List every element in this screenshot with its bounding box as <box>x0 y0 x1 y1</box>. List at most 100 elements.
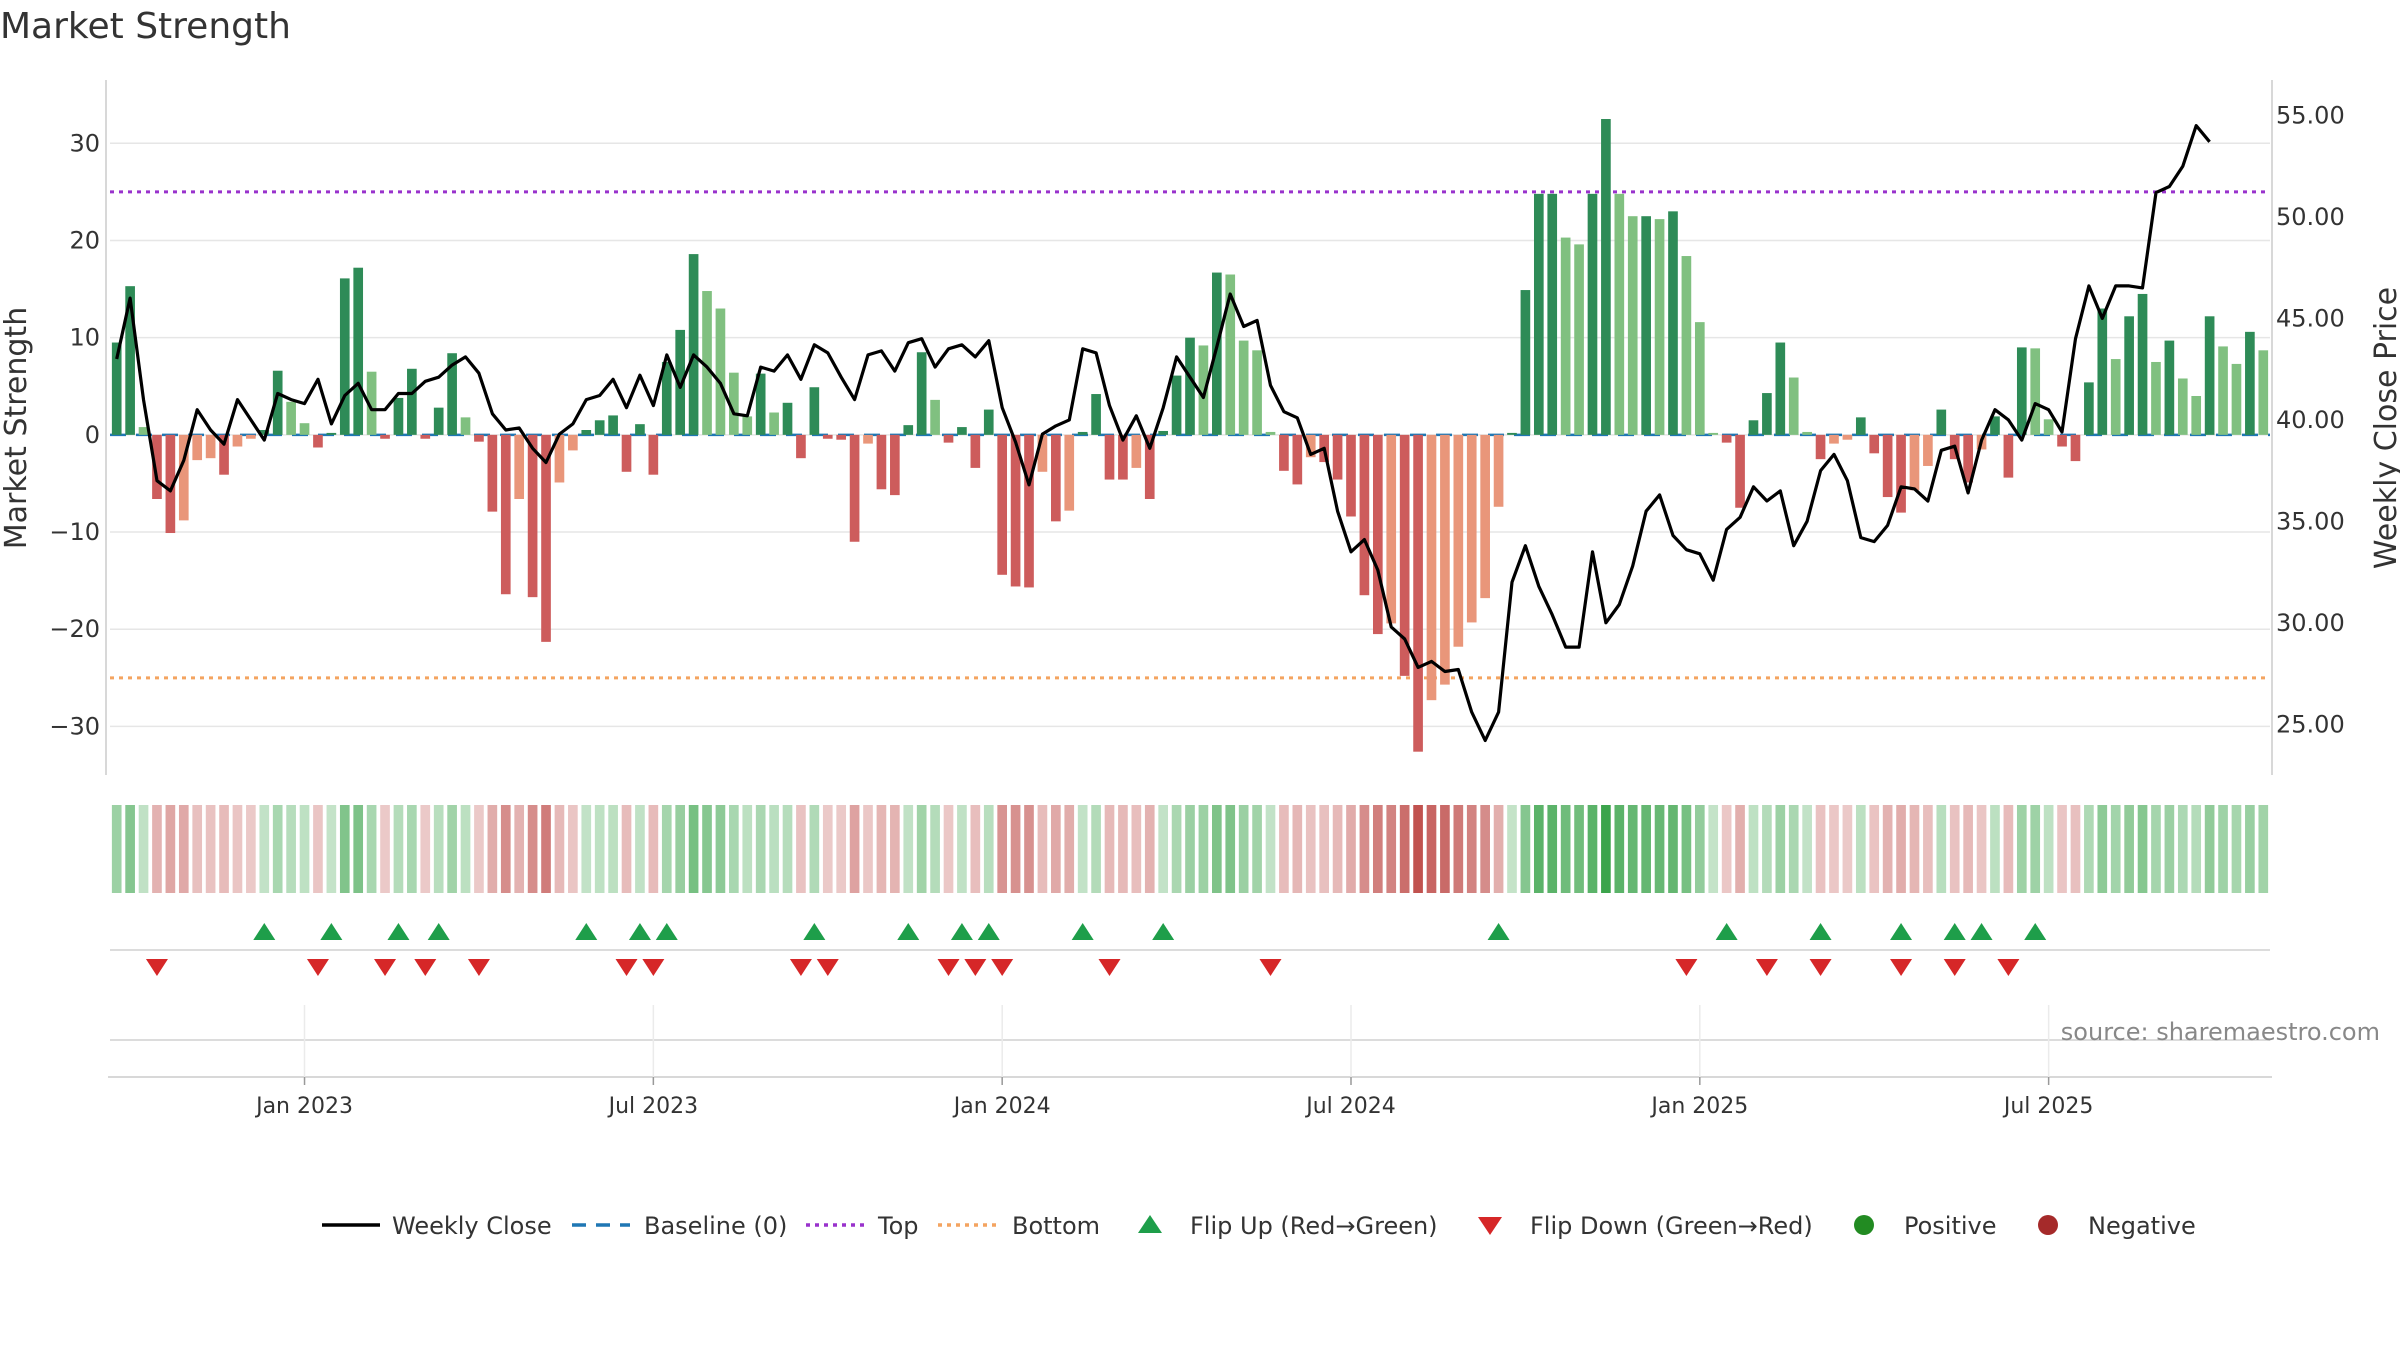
strength-bar <box>178 434 189 521</box>
strength-bar <box>675 329 686 435</box>
strip-cell-positive <box>742 805 753 893</box>
strength-bar <box>527 434 538 598</box>
strength-bar <box>1238 340 1249 435</box>
strength-bar <box>1641 216 1651 435</box>
strength-bar <box>2057 434 2067 447</box>
strip-cell-negative <box>527 805 538 893</box>
strength-bar <box>2218 346 2228 435</box>
strength-bar <box>1936 409 1947 435</box>
strength-bar <box>2137 293 2148 435</box>
strength-bar <box>1359 434 1370 596</box>
strip-cell-negative <box>1493 805 1504 893</box>
strip-cell-negative <box>514 805 525 893</box>
strip-cell-positive <box>930 805 940 893</box>
strip-cell-positive <box>2084 805 2094 893</box>
strip-cell-negative <box>554 805 565 893</box>
y-right-tick-label: 45.00 <box>2276 304 2345 332</box>
strength-bar <box>1346 434 1356 517</box>
strip-cell-negative <box>890 805 900 893</box>
x-tick-label: Jul 2023 <box>607 1094 699 1119</box>
legend-label: Weekly Close <box>392 1212 552 1240</box>
flip-up-marker <box>1715 923 1738 940</box>
flip-down-marker <box>374 959 397 976</box>
strength-bar <box>1493 434 1504 507</box>
strip-cell-positive <box>2258 805 2269 893</box>
y-right-tick-label: 50.00 <box>2276 203 2345 231</box>
strip-cell-negative <box>1051 805 1061 893</box>
strength-heat-strip <box>111 805 2269 893</box>
strip-cell-positive <box>353 805 364 893</box>
strength-bar <box>997 434 1008 575</box>
strip-cell-positive <box>1252 805 1262 893</box>
strip-cell-positive <box>2110 805 2121 893</box>
strip-cell-positive <box>1560 805 1571 893</box>
strip-cell-positive <box>1091 805 1101 893</box>
chart-title: Market Strength <box>0 6 291 47</box>
strip-cell-positive <box>286 805 296 893</box>
strip-cell-positive <box>1802 805 1812 893</box>
y-left-tick-label: 10 <box>69 324 100 352</box>
strength-bar <box>1064 434 1075 511</box>
y-right-tick-label: 30.00 <box>2276 609 2345 637</box>
strength-bar <box>1681 256 1692 435</box>
strip-cell-positive <box>1225 805 1236 893</box>
strip-cell-negative <box>1923 805 1933 893</box>
strip-cell-negative <box>970 805 981 893</box>
weekly-close-series <box>115 123 2211 743</box>
flip-up-marker <box>1809 923 1832 940</box>
flip-up-marker <box>575 923 598 940</box>
strip-cell-positive <box>447 805 457 893</box>
flip-down-marker <box>1997 959 2020 976</box>
strip-cell-positive <box>702 805 712 893</box>
y-right-tick-label: 25.00 <box>2276 710 2345 738</box>
strip-cell-negative <box>1842 805 1853 893</box>
strength-bar <box>1198 345 1209 435</box>
strip-cell-negative <box>192 805 203 893</box>
strength-bar <box>742 416 753 435</box>
strength-bar <box>2177 378 2188 435</box>
strength-bar <box>1386 434 1397 624</box>
strength-bar <box>420 434 431 439</box>
strength-bar <box>2258 350 2269 435</box>
strip-cell-positive <box>688 805 699 893</box>
strip-cell-negative <box>487 805 498 893</box>
strength-bar <box>1869 434 1880 454</box>
strip-cell-negative <box>1037 805 1048 893</box>
legend-label: Flip Down (Green→Red) <box>1530 1212 1813 1240</box>
strength-bar <box>581 430 592 435</box>
strength-bar <box>232 434 243 447</box>
strength-bar <box>487 434 498 512</box>
strip-cell-negative <box>165 805 176 893</box>
strength-bar <box>729 372 739 435</box>
strength-bar <box>433 407 444 435</box>
flip-up-marker <box>977 923 1000 940</box>
x-tick-label: Jul 2024 <box>1304 1094 1396 1119</box>
strip-cell-negative <box>1332 805 1343 893</box>
strip-cell-negative <box>1305 805 1316 893</box>
strength-bar <box>2003 434 2014 478</box>
strip-cell-positive <box>1212 805 1222 893</box>
strip-cell-positive <box>1171 805 1182 893</box>
strip-cell-negative <box>863 805 873 893</box>
strip-cell-negative <box>474 805 484 893</box>
strip-cell-negative <box>568 805 578 893</box>
strip-cell-positive <box>1574 805 1584 893</box>
strip-cell-positive <box>1694 805 1705 893</box>
strength-bar <box>1051 434 1061 522</box>
strength-bar <box>1587 193 1598 435</box>
flip-down-marker <box>816 959 839 976</box>
strength-bar <box>930 399 940 435</box>
strip-cell-positive <box>782 805 793 893</box>
strength-bar <box>688 254 699 435</box>
strip-cell-positive <box>1936 805 1947 893</box>
strip-cell-positive <box>2043 805 2054 893</box>
strip-cell-negative <box>2070 805 2081 893</box>
strength-bar <box>1923 434 1933 466</box>
strip-cell-positive <box>1198 805 1209 893</box>
strip-cell-negative <box>1372 805 1383 893</box>
strength-bar <box>326 432 337 435</box>
strength-bar <box>514 434 525 499</box>
flip-down-marker <box>1890 959 1913 976</box>
strength-bar <box>2151 361 2161 435</box>
strength-bar <box>849 434 860 542</box>
